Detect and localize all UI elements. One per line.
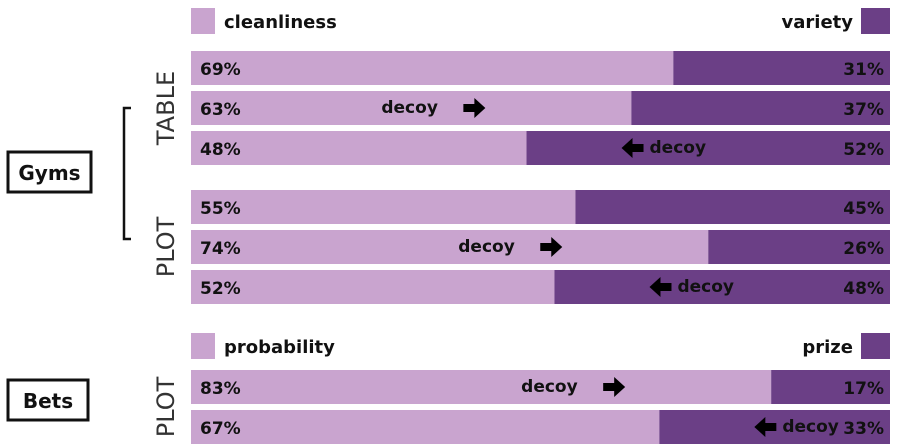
arrow-left-icon: [754, 417, 777, 437]
bar-segment-right: [575, 190, 890, 224]
bar-row: 48% 52% decoy: [191, 131, 890, 165]
value-label-right: 48%: [843, 279, 884, 299]
arrow-left-icon: [649, 277, 672, 297]
value-label-left: 74%: [200, 239, 241, 259]
legend-swatch-right: [861, 8, 890, 34]
arrow-right-icon: [603, 377, 626, 397]
condition-label: PLOT: [152, 376, 180, 437]
bar-segment-left: [191, 270, 555, 304]
condition-label: PLOT: [152, 216, 180, 277]
bar-segment-right: [631, 91, 890, 125]
legend-label-right: prize: [802, 337, 853, 358]
value-label-left: 63%: [200, 100, 241, 120]
value-label-right: 45%: [843, 199, 884, 219]
group-bracket: [122, 106, 131, 241]
legend-swatch-right: [861, 333, 890, 359]
bar-row: 55% 45%: [191, 190, 890, 224]
bar-row: 83% 17% decoy: [191, 370, 890, 404]
bar-segment-left: [191, 190, 576, 224]
bar-segment-left: [191, 370, 772, 404]
value-label-right: 31%: [843, 60, 884, 80]
decoy-label: decoy: [677, 277, 734, 297]
condition-label: TABLE: [152, 71, 180, 146]
decoy-label: decoy: [381, 98, 438, 118]
legend-label-left: cleanliness: [224, 12, 337, 33]
arrow-right-icon: [540, 237, 563, 257]
bar-row: 52% 48% decoy: [191, 270, 890, 304]
legend-swatch-left: [191, 8, 215, 34]
bar-segment-left: [191, 230, 709, 264]
group-label: Bets: [23, 389, 73, 413]
group-label: Gyms: [18, 161, 80, 185]
bar-segment-right: [708, 230, 890, 264]
value-label-left: 83%: [200, 379, 241, 399]
value-label-left: 69%: [200, 60, 241, 80]
arrow-left-icon: [621, 138, 644, 158]
group-box: [6, 378, 90, 422]
bar-segment-right: [554, 270, 890, 304]
value-label-left: 52%: [200, 279, 241, 299]
bar-segment-left: [191, 91, 632, 125]
group-box: [6, 150, 93, 194]
bar-row: 63% 37% decoy: [191, 91, 890, 125]
value-label-left: 67%: [200, 419, 241, 439]
legend-label-right: variety: [782, 12, 854, 33]
bar-segment-left: [191, 131, 527, 165]
bar-segment-right: [673, 51, 890, 85]
arrow-right-icon: [463, 98, 486, 118]
decoy-label: decoy: [782, 417, 839, 437]
legend-label-left: probability: [224, 337, 335, 358]
bar-row: 67% 33%decoy: [191, 410, 890, 444]
bar-segment-right: [771, 370, 890, 404]
bar-row: 74% 26% decoy: [191, 230, 890, 264]
value-label-right: 52%: [843, 140, 884, 160]
value-label-right: 26%: [843, 239, 884, 259]
decoy-label: decoy: [458, 237, 515, 257]
bar-row: 69% 31%: [191, 51, 890, 85]
value-label-left: 48%: [200, 140, 241, 160]
bar-segment-left: [191, 410, 660, 444]
value-label-left: 55%: [200, 199, 241, 219]
decoy-label: decoy: [650, 138, 707, 158]
decoy-label: decoy: [521, 377, 578, 397]
legend-swatch-left: [191, 333, 215, 359]
value-label-right: 33%: [843, 419, 884, 439]
bar-segment-right: [526, 131, 890, 165]
value-label-right: 37%: [843, 100, 884, 120]
value-label-right: 17%: [843, 379, 884, 399]
bar-segment-left: [191, 51, 674, 85]
